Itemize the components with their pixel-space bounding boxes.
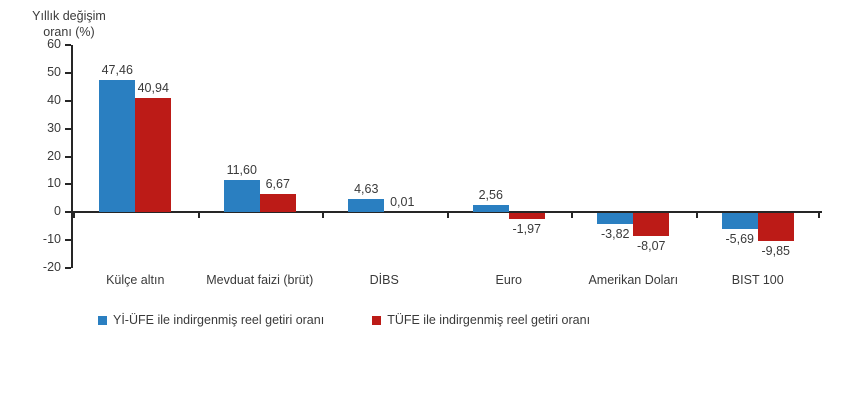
y-axis-tick (65, 239, 71, 242)
x-axis-tick (447, 212, 449, 219)
value-label: 40,94 (137, 81, 169, 96)
bar-yiufe-2 (348, 199, 385, 213)
x-axis-tick (818, 212, 820, 219)
bar-tufe-3 (508, 213, 545, 219)
y-axis-tick (65, 183, 71, 186)
y-axis-tick (65, 99, 71, 102)
value-label: -3,82 (601, 226, 630, 241)
x-axis-tick (198, 212, 200, 219)
y-axis-tick (65, 44, 71, 46)
y-axis-tick-label: 0 (54, 204, 61, 219)
legend-label-tufe: TÜFE ile indirgenmiş reel getiri oranı (387, 313, 591, 327)
bar-tufe-4 (633, 213, 670, 236)
value-label: -1,97 (512, 221, 542, 236)
category-label: Euro (495, 273, 522, 287)
y-axis-line (71, 45, 73, 268)
y-axis-tick-label: 30 (47, 120, 61, 135)
category-label: Külçe altın (106, 273, 165, 287)
category-label: BIST 100 (731, 273, 784, 287)
bar-yiufe-3 (472, 205, 509, 213)
y-axis-tick (65, 71, 71, 74)
x-axis-tick (73, 212, 75, 219)
legend-item-yiufe: Yİ-ÜFE ile indirgenmiş reel getiri oranı (98, 313, 324, 327)
y-axis-tick (65, 267, 71, 269)
category-label: Mevduat faizi (brüt) (206, 273, 314, 287)
y-axis-tick (65, 155, 71, 158)
x-axis-tick (696, 212, 698, 219)
bar-tufe-1 (259, 193, 296, 213)
value-label: 6,67 (265, 176, 290, 191)
y-axis-title: Yıllık değişim oranı (%) (32, 9, 106, 40)
value-label: -5,69 (725, 232, 755, 247)
value-label: 2,56 (478, 188, 503, 203)
category-label: DİBS (369, 273, 399, 287)
bar-yiufe-4 (597, 213, 634, 224)
y-axis-tick (65, 127, 71, 130)
x-axis-line (71, 211, 822, 214)
value-label: 11,60 (226, 162, 257, 177)
y-axis-tick-label: 50 (47, 64, 61, 79)
bar-yiufe-1 (223, 179, 260, 213)
value-label: -8,07 (637, 238, 666, 253)
x-axis-tick (322, 212, 324, 219)
category-label: Amerikan Doları (588, 273, 679, 287)
value-label: 47,46 (101, 62, 133, 77)
value-label: 4,63 (354, 182, 379, 197)
bar-tufe-0 (135, 98, 172, 213)
legend-swatch-blue (98, 315, 107, 325)
plot-area: 60 50 40 30 20 10 0 -10 -20 47,46 11,60 4,63 2,56 -3,… (43, 37, 822, 274)
y-axis-tick-label: 60 (47, 37, 61, 51)
legend-label-yiufe: Yİ-ÜFE ile indirgenmiş reel getiri oranı (113, 313, 325, 327)
bar-yiufe-5 (721, 213, 758, 230)
x-axis-tick (571, 212, 573, 219)
y-axis-tick-label: 20 (47, 148, 61, 163)
legend-swatch-red (372, 315, 382, 325)
y-axis-tick-label: 10 (47, 176, 61, 191)
y-axis-tick (65, 211, 71, 214)
bar-tufe-5 (757, 213, 794, 241)
legend-item-tufe: TÜFE ile indirgenmiş reel getiri oranı (372, 313, 590, 327)
legend: Yİ-ÜFE ile indirgenmiş reel getiri oranı… (98, 313, 590, 327)
y-axis-tick-label: 40 (47, 92, 61, 107)
value-label: 0,01 (390, 195, 415, 210)
y-axis-tick-label: -10 (42, 232, 61, 247)
bar-yiufe-0 (99, 79, 136, 213)
value-label: -9,85 (761, 243, 791, 258)
y-axis-tick-label: -20 (42, 260, 61, 274)
